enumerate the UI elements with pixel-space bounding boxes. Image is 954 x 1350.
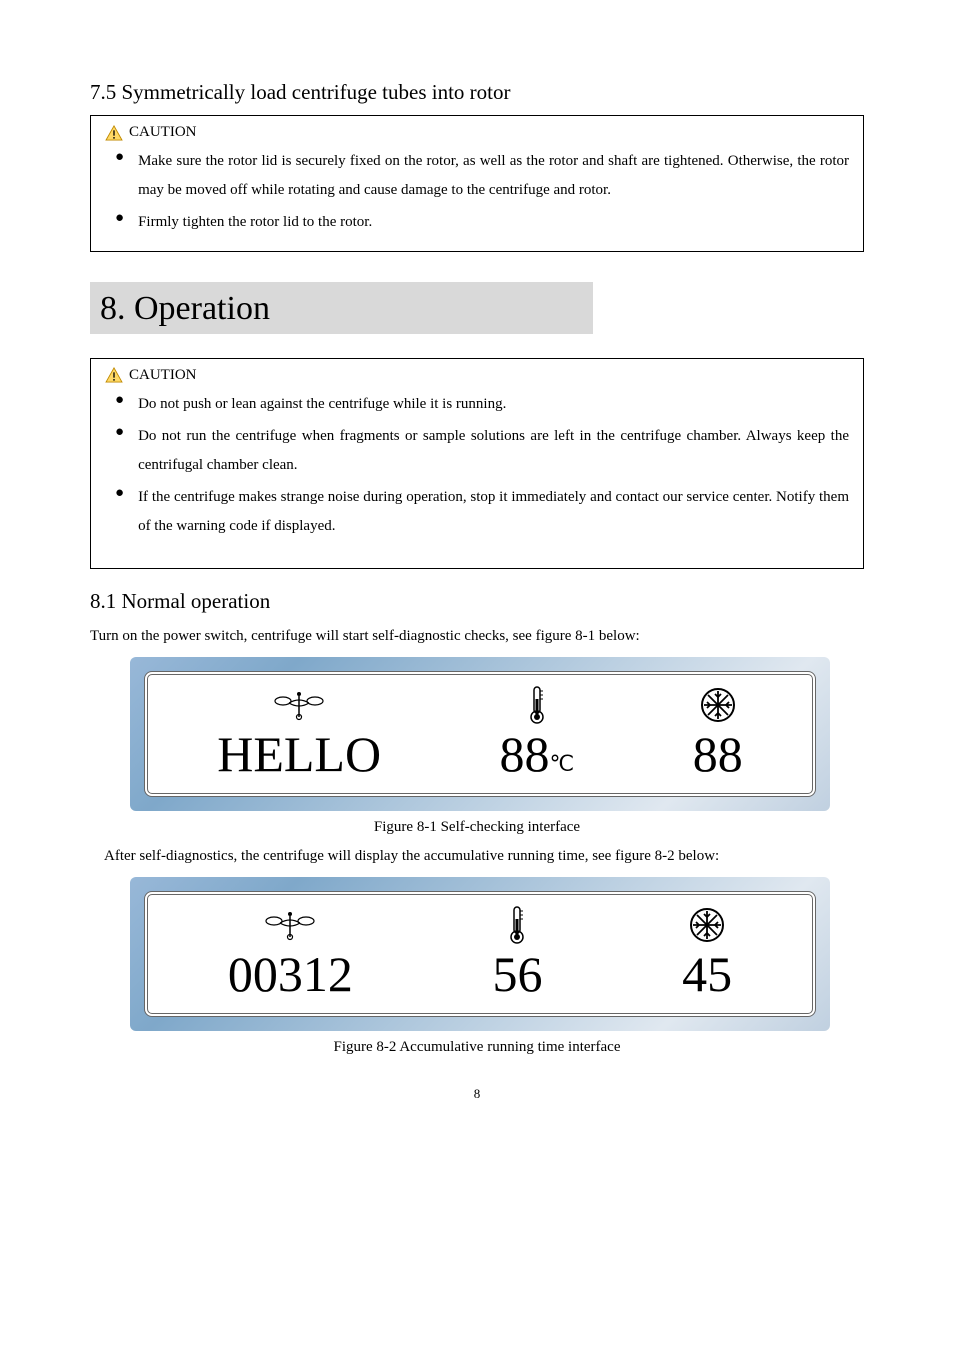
bullet-icon: ● xyxy=(115,392,124,419)
caution-2-label: CAUTION xyxy=(129,367,197,384)
warning-triangle-icon xyxy=(105,125,123,141)
panel-col-speed: 00312 xyxy=(228,905,353,999)
panel-temp-value: 88℃ xyxy=(500,729,575,779)
caution-1-header: CAUTION xyxy=(105,124,849,141)
thermometer-icon xyxy=(525,685,549,725)
caution-2-item: ● Do not run the centrifuge when fragmen… xyxy=(115,422,849,479)
caution-1-item: ● Firmly tighten the rotor lid to the ro… xyxy=(115,208,849,237)
panel-speed-value: HELLO xyxy=(217,729,381,779)
figure-8-2-caption: Figure 8-2 Accumulative running time int… xyxy=(90,1039,864,1056)
caution-box-2: CAUTION ● Do not push or lean against th… xyxy=(90,358,864,570)
snowflake-icon xyxy=(698,685,738,725)
caution-2-text: Do not push or lean against the centrifu… xyxy=(138,390,506,419)
caution-1-text: Make sure the rotor lid is securely fixe… xyxy=(138,147,849,204)
section-8-1-intro: Turn on the power switch, centrifuge wil… xyxy=(90,628,864,645)
panel-col-time: 45 xyxy=(682,905,732,999)
bullet-icon: ● xyxy=(115,485,124,540)
rotor-icon xyxy=(269,685,329,725)
rotor-icon xyxy=(260,905,320,945)
section-7-5-heading: 7.5 Symmetrically load centrifuge tubes … xyxy=(90,80,864,105)
figure-8-2-panel: 00312 56 xyxy=(130,877,830,1031)
panel-col-temp: 88℃ xyxy=(500,685,575,779)
caution-1-item: ● Make sure the rotor lid is securely fi… xyxy=(115,147,849,204)
thermometer-icon xyxy=(505,905,529,945)
figure-8-1-caption: Figure 8-1 Self-checking interface xyxy=(90,819,864,836)
bullet-icon: ● xyxy=(115,149,124,204)
caution-2-text: Do not run the centrifuge when fragments… xyxy=(138,422,849,479)
panel-inner-frame: HELLO 88℃ xyxy=(144,671,816,797)
caution-1-label: CAUTION xyxy=(129,124,197,141)
panel-temp-number: 88 xyxy=(500,726,550,782)
section-8-1-heading: 8.1 Normal operation xyxy=(90,589,864,614)
bullet-icon: ● xyxy=(115,424,124,479)
panel-temp-value: 56 xyxy=(492,949,542,999)
warning-triangle-icon xyxy=(105,367,123,383)
caution-2-header: CAUTION xyxy=(105,367,849,384)
panel-col-time: 88 xyxy=(693,685,743,779)
caution-1-text: Firmly tighten the rotor lid to the roto… xyxy=(138,208,372,237)
panel-outer-frame: 00312 56 xyxy=(130,877,830,1031)
panel-time-value: 45 xyxy=(682,949,732,999)
panel-inner-frame: 00312 56 xyxy=(144,891,816,1017)
panel-col-temp: 56 xyxy=(492,905,542,999)
panel-temp-unit: ℃ xyxy=(550,751,575,776)
panel-time-value: 88 xyxy=(693,729,743,779)
after-8-1-text: After self-diagnostics, the centrifuge w… xyxy=(104,848,864,865)
chapter-8-heading: 8. Operation xyxy=(90,282,593,334)
caution-2-text: If the centrifuge makes strange noise du… xyxy=(138,483,849,540)
page-number: 8 xyxy=(90,1086,864,1102)
caution-2-item: ● If the centrifuge makes strange noise … xyxy=(115,483,849,540)
caution-1-list: ● Make sure the rotor lid is securely fi… xyxy=(105,147,849,237)
panel-col-speed: HELLO xyxy=(217,685,381,779)
caution-2-list: ● Do not push or lean against the centri… xyxy=(105,390,849,541)
caution-box-1: CAUTION ● Make sure the rotor lid is sec… xyxy=(90,115,864,252)
bullet-icon: ● xyxy=(115,210,124,237)
panel-speed-value: 00312 xyxy=(228,949,353,999)
snowflake-icon xyxy=(687,905,727,945)
figure-8-1-panel: HELLO 88℃ xyxy=(130,657,830,811)
caution-2-item: ● Do not push or lean against the centri… xyxy=(115,390,849,419)
panel-outer-frame: HELLO 88℃ xyxy=(130,657,830,811)
